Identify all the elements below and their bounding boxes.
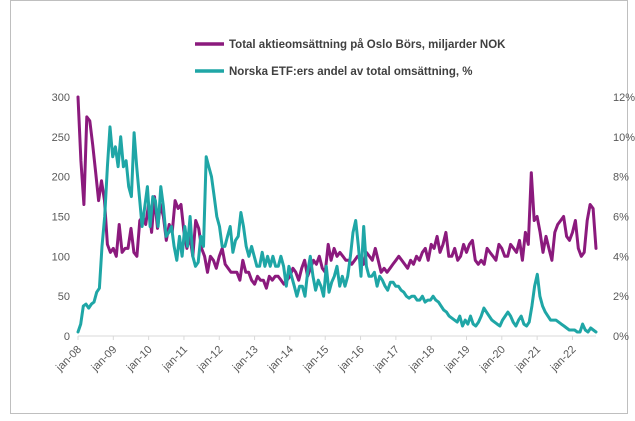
y-right-tick: 4% bbox=[613, 251, 629, 263]
x-tick-label: jan-10 bbox=[124, 344, 155, 375]
y-right-tick: 10% bbox=[613, 132, 635, 144]
x-tick-label: jan-08 bbox=[53, 344, 84, 375]
series-line-2 bbox=[76, 125, 598, 334]
y-axis-left: 0 50 100 150 200 250 300 bbox=[52, 92, 70, 343]
x-tick-label: jan-12 bbox=[195, 344, 226, 375]
y-left-tick: 100 bbox=[52, 251, 70, 263]
x-tick-label: jan-16 bbox=[336, 344, 367, 375]
y-left-tick: 150 bbox=[52, 212, 70, 224]
x-tick-label: jan-17 bbox=[371, 344, 402, 375]
x-tick-label: jan-22 bbox=[548, 344, 579, 375]
x-tick-label: jan-15 bbox=[301, 344, 332, 375]
x-tick-label: jan-14 bbox=[265, 344, 296, 375]
x-tick-label: jan-21 bbox=[512, 344, 543, 375]
chart-frame bbox=[10, 0, 628, 414]
x-tick-label: jan-11 bbox=[160, 344, 190, 374]
legend-label-1: Total aktieomsättning på Oslo Börs, milj… bbox=[229, 39, 506, 51]
x-tick-label: jan-13 bbox=[230, 344, 261, 375]
series-line-1 bbox=[76, 95, 598, 290]
x-tick-label: jan-09 bbox=[89, 344, 120, 375]
x-axis: jan-08 jan-09 jan-10 jan-11 jan-12 jan-13 jan-… bbox=[53, 335, 596, 375]
x-tick-label: jan-18 bbox=[406, 344, 437, 375]
series-lines bbox=[76, 95, 598, 334]
y-left-tick: 300 bbox=[52, 92, 70, 104]
x-tick-label: jan-20 bbox=[477, 344, 508, 375]
y-left-tick: 200 bbox=[52, 172, 70, 184]
y-right-tick: 12% bbox=[613, 92, 635, 104]
legend-label-2: Norska ETF:ers andel av total omsättning… bbox=[229, 66, 472, 78]
y-left-tick: 0 bbox=[64, 331, 70, 343]
legend: Total aktieomsättning på Oslo Börs, milj… bbox=[195, 39, 506, 78]
y-axis-right: 0% 2% 4% 6% 8% 10% 12% bbox=[613, 92, 635, 343]
y-right-tick: 0% bbox=[613, 331, 629, 343]
y-right-tick: 2% bbox=[613, 291, 629, 303]
y-left-tick: 250 bbox=[52, 132, 70, 144]
y-left-tick: 50 bbox=[58, 291, 70, 303]
y-right-tick: 6% bbox=[613, 212, 629, 224]
y-right-tick: 8% bbox=[613, 172, 629, 184]
x-tick-label: jan-19 bbox=[442, 344, 473, 375]
